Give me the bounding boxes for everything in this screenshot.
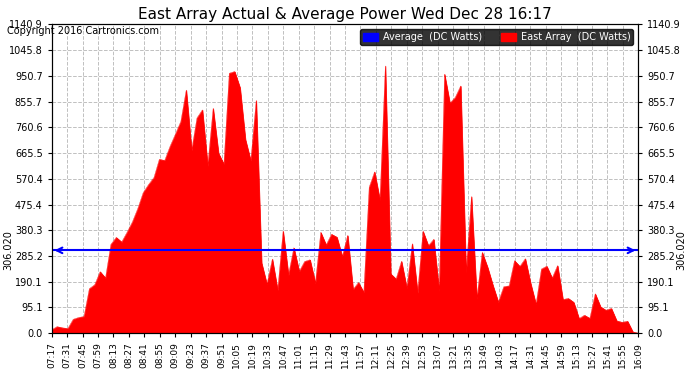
Title: East Array Actual & Average Power Wed Dec 28 16:17: East Array Actual & Average Power Wed De… bbox=[138, 7, 552, 22]
Text: 306.020: 306.020 bbox=[3, 230, 14, 270]
Text: Copyright 2016 Cartronics.com: Copyright 2016 Cartronics.com bbox=[7, 26, 159, 36]
Text: 306.020: 306.020 bbox=[676, 230, 687, 270]
Legend: Average  (DC Watts), East Array  (DC Watts): Average (DC Watts), East Array (DC Watts… bbox=[360, 29, 633, 45]
